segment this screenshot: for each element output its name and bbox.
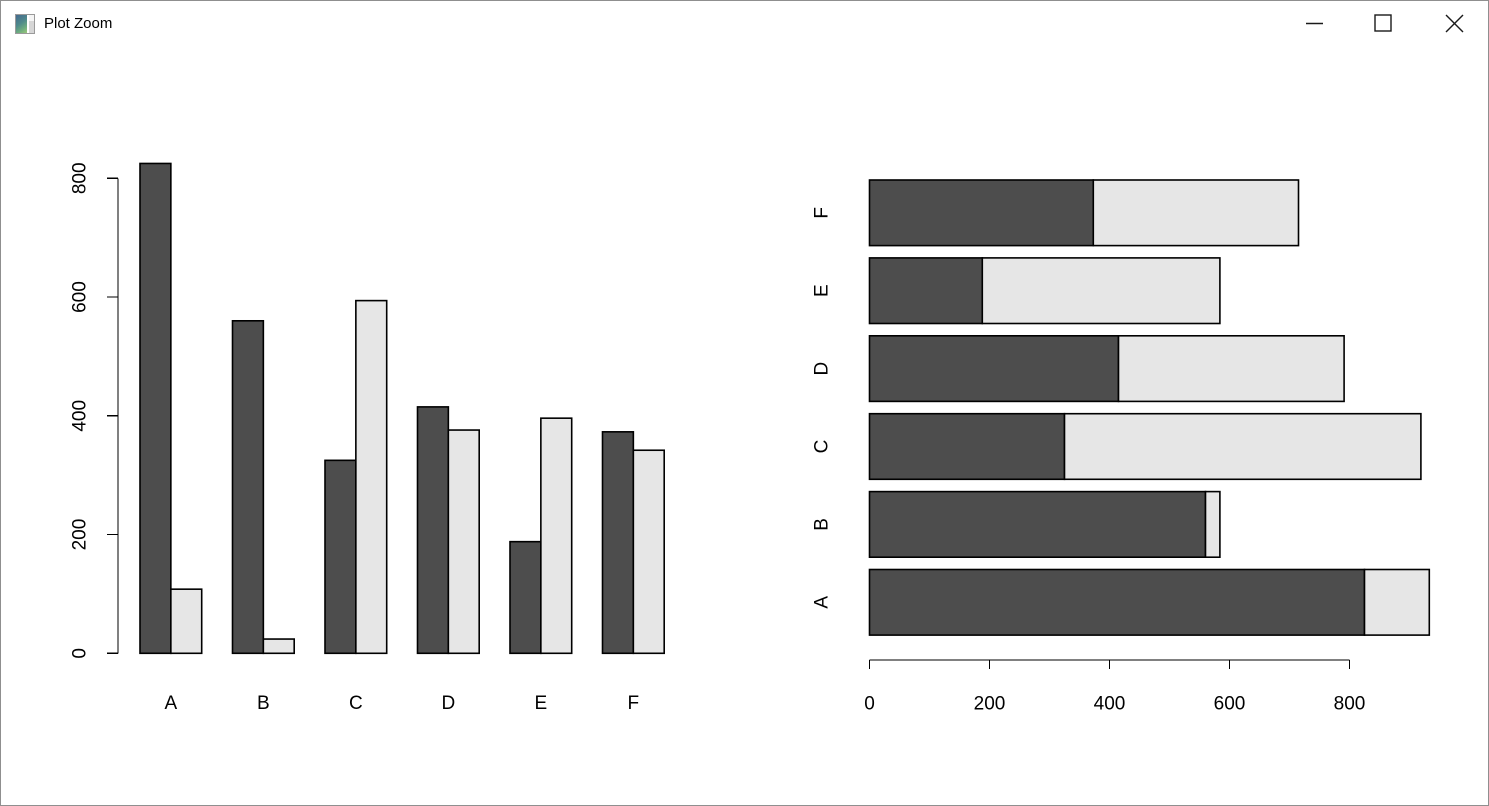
svg-text:D: D — [441, 693, 455, 714]
maximize-button[interactable] — [1360, 1, 1405, 45]
svg-text:A: A — [812, 596, 833, 609]
bar-D-light — [447, 429, 481, 655]
window-title: Plot Zoom — [44, 15, 113, 32]
titlebar: Plot Zoom — [1, 1, 1488, 46]
svg-text:800: 800 — [70, 162, 91, 194]
plots-svg: 0 200 400 600 800 A B C D E F 0 200 400 600 800 A B C D E F — [70, 162, 1431, 715]
close-icon — [1445, 14, 1464, 32]
stack-B-dark — [868, 490, 1207, 559]
minimize-icon — [1306, 22, 1323, 24]
minimize-button[interactable] — [1292, 1, 1337, 45]
bar-E-light — [540, 417, 573, 655]
grouped-bar-chart: 0 200 400 600 800 A B C D E F — [70, 162, 665, 714]
plot-canvas: 0 200 400 600 800 A B C D E F 0 200 400 600 800 A B C D E F — [1, 46, 1488, 805]
bar-E-dark — [509, 540, 542, 655]
svg-text:200: 200 — [70, 519, 91, 551]
svg-text:400: 400 — [1094, 694, 1126, 715]
plot-thumbnail-icon — [15, 14, 35, 34]
svg-text:800: 800 — [1334, 694, 1366, 715]
svg-text:B: B — [257, 693, 270, 714]
maximize-icon — [1373, 14, 1392, 32]
stack-E-dark — [868, 257, 984, 325]
svg-text:C: C — [349, 693, 363, 714]
bar-F-light — [632, 449, 665, 655]
stack-D-dark — [868, 334, 1120, 403]
svg-text:D: D — [812, 362, 833, 376]
bar-B-dark — [231, 319, 265, 655]
bar-D-dark — [416, 406, 450, 655]
bar-C-dark — [324, 459, 357, 655]
bar-A-light — [170, 588, 203, 655]
svg-text:F: F — [812, 207, 833, 219]
svg-text:400: 400 — [70, 400, 91, 432]
stack-A-dark — [868, 568, 1366, 636]
svg-text:B: B — [812, 518, 833, 531]
svg-text:E: E — [535, 693, 548, 714]
stack-B-light — [1204, 490, 1221, 559]
bar-B-light — [262, 638, 296, 655]
svg-text:0: 0 — [864, 694, 875, 715]
bar-F-dark — [601, 431, 635, 655]
stack-C-light — [1063, 412, 1422, 481]
stack-F-light — [1092, 179, 1300, 247]
stack-F-dark — [868, 179, 1095, 247]
svg-text:C: C — [812, 440, 833, 454]
stack-C-dark — [868, 412, 1066, 481]
svg-text:600: 600 — [1214, 694, 1246, 715]
svg-text:A: A — [165, 693, 178, 714]
stack-E-light — [981, 257, 1221, 325]
svg-text:600: 600 — [70, 281, 91, 313]
stacked-bar-chart: 0 200 400 600 800 A B C D E F — [812, 179, 1431, 715]
svg-text:F: F — [628, 693, 640, 714]
bar-A-dark — [139, 162, 172, 655]
close-button[interactable] — [1432, 1, 1477, 45]
stack-D-light — [1117, 334, 1345, 403]
stack-A-light — [1363, 568, 1431, 636]
svg-text:200: 200 — [974, 694, 1006, 715]
svg-text:E: E — [812, 284, 833, 297]
svg-text:0: 0 — [70, 648, 91, 659]
bar-C-light — [355, 299, 388, 655]
